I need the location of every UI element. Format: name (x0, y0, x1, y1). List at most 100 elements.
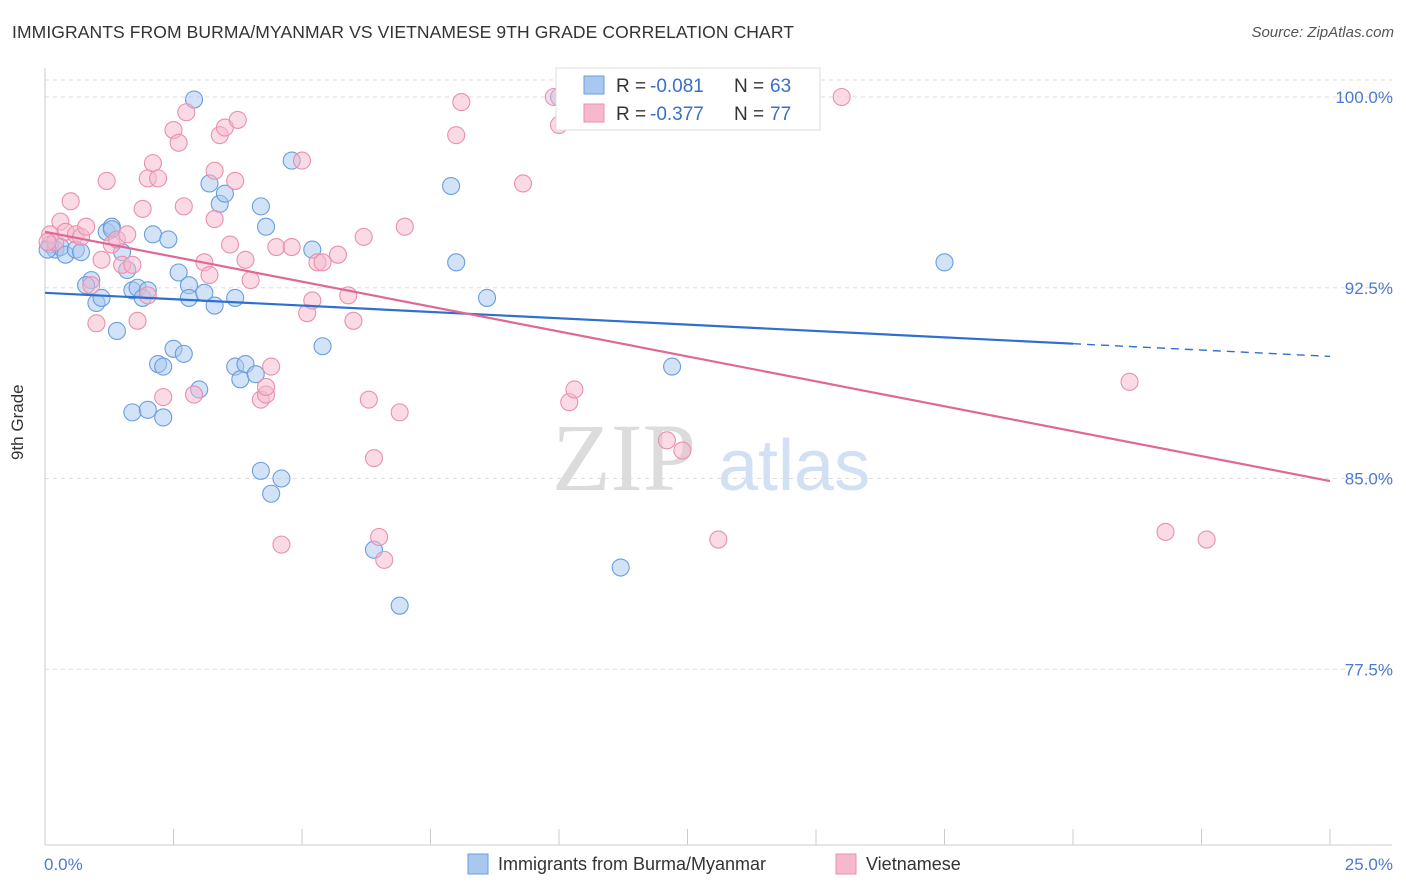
legend-r-value: -0.081 (650, 76, 704, 97)
data-point (231, 370, 250, 389)
data-point (390, 403, 409, 422)
data-point (328, 245, 348, 264)
data-point (1156, 522, 1175, 541)
bottom-legend-swatch-pink (835, 853, 857, 875)
data-point (185, 385, 204, 404)
data-point (303, 291, 322, 310)
y-tick-label: 77.5% (1345, 660, 1393, 679)
data-point (128, 311, 147, 330)
series-burma-points (38, 87, 954, 615)
data-point (154, 357, 173, 376)
legend-r-label: R = (616, 76, 646, 97)
x-tick-labels: 0.0% 25.0% (44, 855, 1393, 874)
data-point (107, 321, 127, 341)
data-point (611, 558, 630, 577)
bottom-legend-swatch-blue (467, 853, 489, 875)
data-point (228, 110, 247, 129)
data-point (370, 527, 389, 547)
data-point (174, 197, 193, 216)
data-point (149, 169, 168, 188)
data-point (267, 238, 286, 257)
data-point (313, 253, 332, 272)
data-point (313, 337, 332, 356)
data-point (262, 484, 281, 503)
data-point (179, 288, 198, 307)
data-point (226, 288, 245, 307)
data-point (452, 93, 471, 112)
data-point (241, 271, 260, 290)
data-point (256, 377, 276, 396)
data-point (256, 217, 276, 236)
data-point (205, 210, 224, 229)
data-point (246, 365, 265, 384)
x-tick-label: 0.0% (44, 855, 83, 874)
data-point (272, 469, 291, 488)
data-point (133, 199, 152, 218)
watermark-atlas: atlas (718, 426, 870, 506)
data-point (92, 288, 111, 307)
data-point (123, 403, 142, 422)
y-tick-labels: 100.0% 92.5% 85.0% 77.5% (1335, 88, 1393, 679)
data-point (226, 171, 245, 190)
data-point (138, 400, 157, 419)
data-point (159, 230, 178, 249)
data-point (154, 388, 173, 407)
data-point (832, 87, 851, 107)
data-point (262, 357, 281, 376)
data-point (477, 288, 497, 307)
data-point (71, 243, 91, 262)
data-point (200, 265, 219, 285)
data-point (364, 449, 384, 468)
data-point (390, 596, 409, 615)
data-point (205, 161, 224, 180)
trend-lines (44, 230, 1331, 483)
data-point (169, 263, 188, 282)
data-point (513, 174, 533, 193)
axes (44, 68, 1392, 846)
data-point (236, 250, 255, 269)
y-tick-label: 85.0% (1345, 470, 1393, 489)
bottom-legend-label: Immigrants from Burma/Myanmar (498, 854, 766, 874)
trend-line-extension (1072, 343, 1331, 358)
y-tick-label: 100.0% (1335, 88, 1393, 107)
watermark: ZIP atlas (552, 404, 870, 511)
watermark-zip: ZIP (552, 404, 696, 511)
legend: R = -0.081 N = 63 R = -0.377 N = 77 (555, 67, 821, 131)
data-point (215, 184, 234, 203)
legend-n-label: N = (734, 76, 764, 97)
legend-r-label: R = (616, 104, 646, 125)
source-label: Source: ZipAtlas.com (1251, 24, 1394, 41)
data-point (442, 176, 461, 196)
data-point (220, 235, 240, 254)
data-point (154, 408, 173, 427)
data-point (657, 431, 676, 450)
data-point (38, 232, 57, 252)
data-point (292, 151, 312, 170)
data-point (251, 461, 270, 480)
data-point (205, 296, 224, 315)
trend-line (44, 230, 1331, 483)
legend-swatch-pink (583, 103, 605, 123)
bottom-legend: Immigrants from Burma/Myanmar Vietnamese (467, 853, 961, 875)
data-point (118, 225, 137, 244)
data-point (359, 390, 378, 409)
data-point (143, 225, 162, 244)
trend-line (44, 291, 1074, 345)
data-point (395, 217, 414, 236)
data-point (82, 276, 101, 295)
x-tick-label: 25.0% (1345, 855, 1393, 874)
data-point (282, 238, 301, 257)
data-point (123, 255, 142, 274)
legend-r-value: -0.377 (650, 104, 704, 125)
chart-title: IMMIGRANTS FROM BURMA/MYANMAR VS VIETNAM… (12, 22, 795, 42)
data-point (344, 311, 363, 330)
data-point (709, 530, 728, 549)
legend-swatch-blue (583, 75, 605, 95)
data-point (1197, 530, 1216, 549)
data-point (565, 380, 584, 399)
data-point (174, 344, 193, 363)
data-point (251, 197, 270, 216)
data-point (177, 103, 196, 122)
data-point (354, 227, 373, 246)
